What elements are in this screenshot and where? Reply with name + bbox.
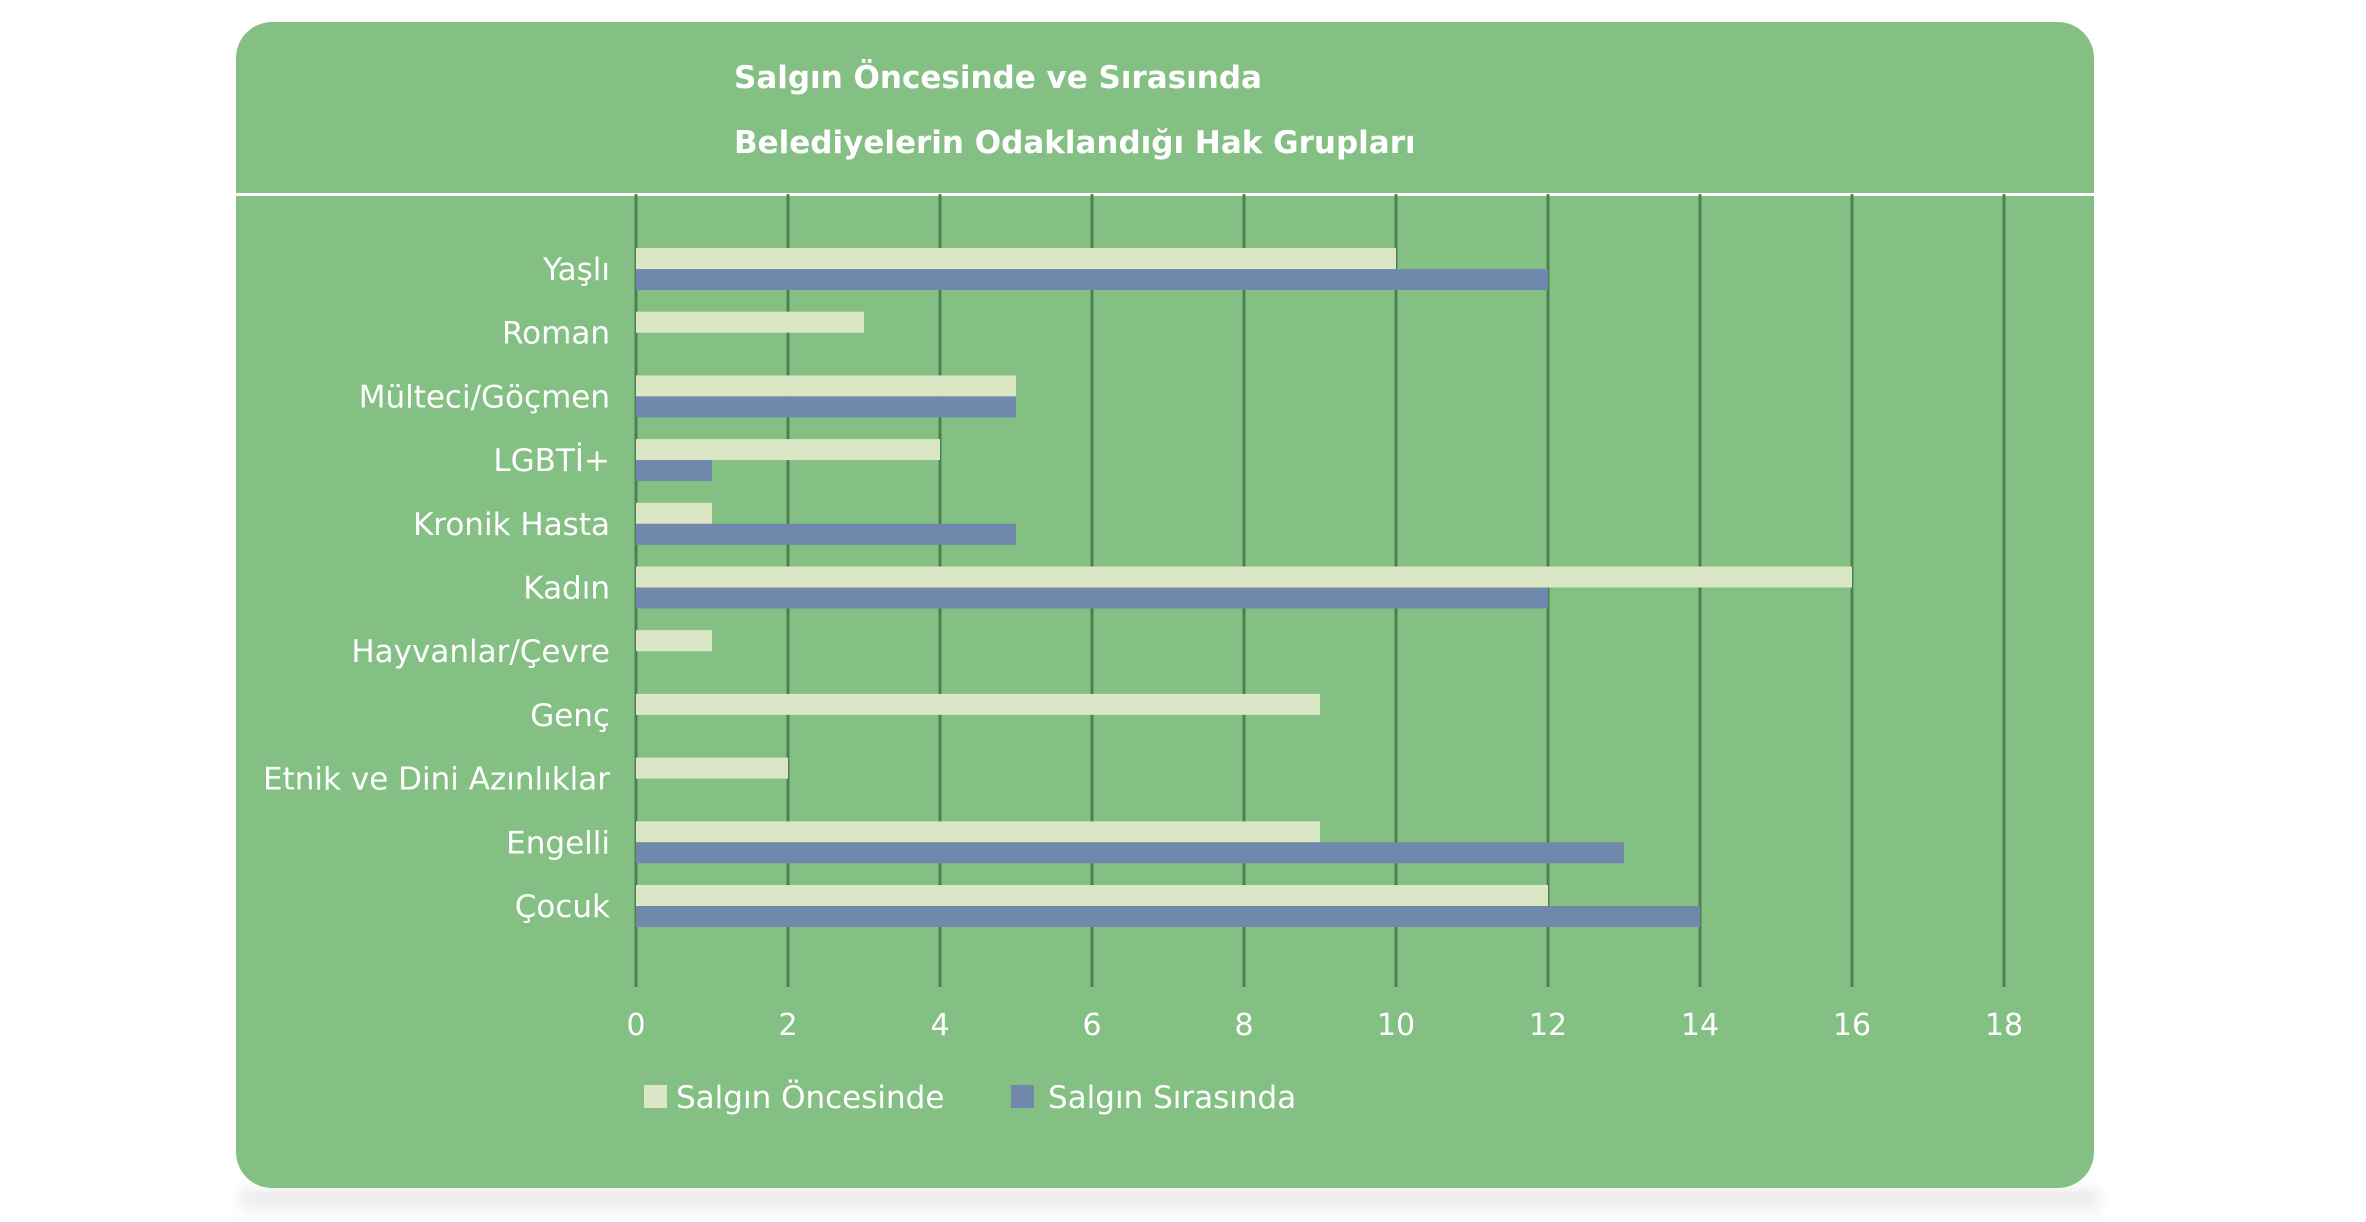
bar-oncesinde-2 (636, 375, 1016, 397)
x-tick-label-8: 8 (1234, 1008, 1253, 1043)
bar-chart: Salgın Öncesinde ve Sırasında Belediyele… (236, 59, 2094, 1116)
category-label-7: Genç (530, 698, 610, 734)
x-tick-label-18: 18 (1985, 1008, 2023, 1043)
legend: Salgın Öncesinde Salgın Sırasında (644, 1079, 1296, 1116)
bar-sirasinda-0 (636, 269, 1548, 290)
category-label-0: Yaşlı (542, 252, 610, 288)
bar-oncesinde-8 (636, 757, 788, 779)
category-label-10: Çocuk (515, 889, 610, 925)
title-divider (236, 193, 2094, 196)
x-tick-label-6: 6 (1082, 1008, 1101, 1043)
x-tick-label-14: 14 (1681, 1008, 1719, 1043)
bar-sirasinda-3 (636, 460, 712, 482)
bar-oncesinde-4 (636, 502, 712, 524)
bar-oncesinde-0 (636, 248, 1396, 269)
legend-label-0: Salgın Öncesinde (676, 1079, 944, 1116)
category-label-5: Kadın (523, 571, 610, 607)
bar-oncesinde-7 (636, 693, 1320, 715)
bar-oncesinde-1 (636, 311, 864, 333)
bar-oncesinde-6 (636, 630, 712, 652)
card-shadow (240, 1190, 2100, 1220)
bars (636, 248, 1852, 927)
legend-label-1: Salgın Sırasında (1048, 1080, 1296, 1116)
chart-card: Salgın Öncesinde ve Sırasında Belediyele… (236, 22, 2094, 1188)
bar-oncesinde-9 (636, 821, 1320, 843)
legend-swatch-0 (644, 1085, 667, 1108)
category-label-8: Etnik ve Dini Azınlıklar (263, 762, 610, 798)
bar-sirasinda-5 (636, 587, 1548, 609)
category-label-6: Hayvanlar/Çevre (351, 634, 610, 670)
category-label-3: LGBTİ+ (493, 443, 610, 479)
category-label-9: Engelli (506, 825, 610, 861)
x-tick-label-0: 0 (626, 1008, 645, 1043)
x-tick-label-10: 10 (1377, 1008, 1415, 1043)
bar-sirasinda-4 (636, 523, 1016, 545)
bar-oncesinde-10 (636, 885, 1548, 906)
x-axis-tick-labels: 0 2 4 6 8 10 12 14 16 18 (626, 1008, 2023, 1043)
bar-sirasinda-10 (636, 906, 1700, 927)
x-tick-label-4: 4 (930, 1008, 949, 1043)
bar-sirasinda-2 (636, 396, 1016, 418)
bar-oncesinde-3 (636, 439, 940, 461)
x-tick-label-16: 16 (1833, 1008, 1871, 1043)
category-label-2: Mülteci/Göçmen (359, 379, 610, 415)
legend-swatch-1 (1011, 1085, 1034, 1108)
bar-oncesinde-5 (636, 566, 1852, 588)
bar-sirasinda-9 (636, 842, 1624, 864)
category-label-1: Roman (502, 316, 610, 352)
x-tick-label-2: 2 (778, 1008, 797, 1043)
chart-title-line-2: Belediyelerin Odaklandığı Hak Grupları (734, 125, 1416, 161)
category-labels: Yaşlı Roman Mülteci/Göçmen LGBTİ+ Kronik Has… (263, 252, 610, 925)
chart-title-line-1: Salgın Öncesinde ve Sırasında (734, 59, 1262, 96)
category-label-4: Kronik Hasta (413, 507, 610, 543)
x-tick-label-12: 12 (1529, 1008, 1567, 1043)
